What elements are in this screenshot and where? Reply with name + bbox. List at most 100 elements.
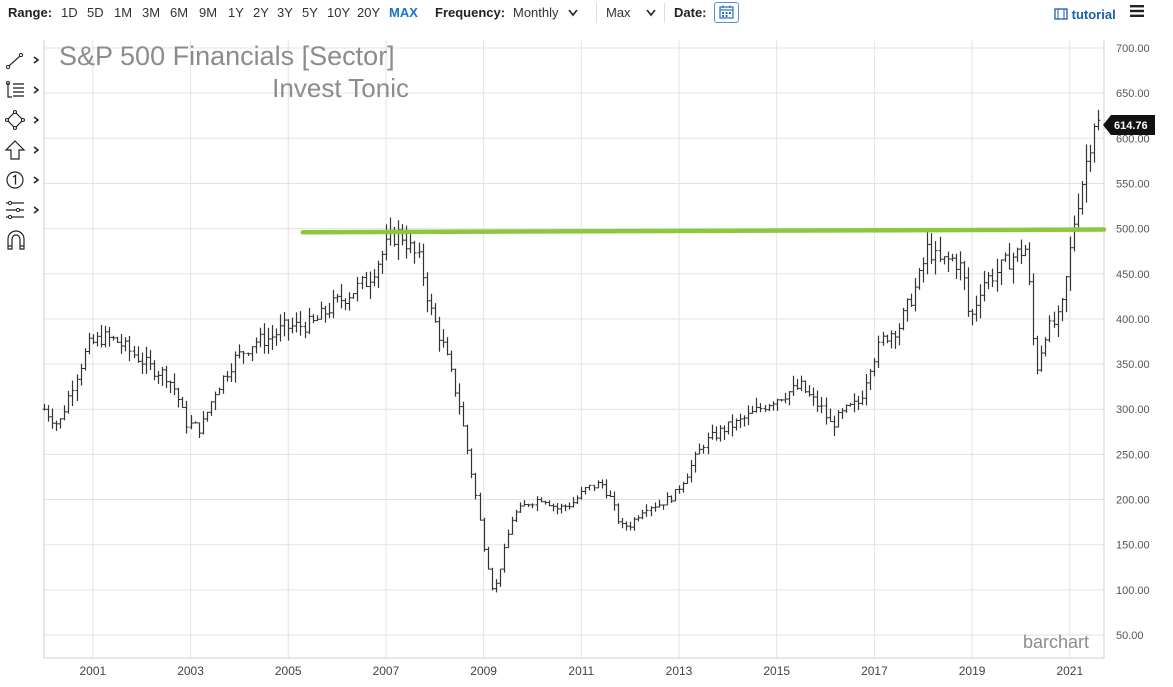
arrow-up-icon [4,140,40,160]
ohlc-bar [172,373,177,396]
ohlc-bar [266,327,271,354]
x-tick-label: 2003 [177,664,204,678]
range-5y-button[interactable]: 5Y [302,5,318,20]
ohlc-bar [83,348,88,371]
ohlc-bar [469,448,474,479]
ohlc-bar [433,303,438,323]
ohlc-bar [478,492,483,521]
ohlc-bar [510,516,515,535]
ohlc-bar [372,269,377,287]
ohlc-bar [661,504,666,510]
ohlc-bar [763,404,768,413]
range-6m-button[interactable]: 6M [170,5,189,20]
ohlc-bar [942,256,947,265]
tutorial-link[interactable]: tutorial [1054,7,1116,22]
ohlc-bar [701,444,706,454]
y-tick-label: 250.00 [1116,449,1150,461]
ohlc-bar [836,410,841,428]
price-bars [42,109,1101,593]
ohlc-bar [298,311,303,336]
ohlc-bar [246,352,251,356]
ohlc-bar [986,272,991,290]
ohlc-bar [726,421,731,435]
ohlc-bar [343,298,348,311]
ohlc-bar [355,276,360,302]
watermark: barchart [1023,632,1089,652]
range-5d-button[interactable]: 5D [87,5,104,20]
ohlc-bar [205,411,210,422]
range-1m-button[interactable]: 1M [114,5,133,20]
ohlc-bar [351,293,356,299]
range-20y-button[interactable]: 20Y [357,5,381,20]
range-3m-button[interactable]: 3M [142,5,161,20]
last-price-label: 614.76 [1114,120,1148,132]
ohlc-bar [649,506,654,517]
ohlc-bar [958,251,963,281]
ohlc-bar [559,503,564,514]
ohlc-bar [807,385,812,397]
period-select[interactable]: Max [606,5,656,20]
range-9m-button[interactable]: 9M [199,5,218,20]
ohlc-bar [783,392,788,404]
ohlc-bar [551,503,556,512]
channel-tool-button[interactable] [2,198,42,222]
fibonacci-tool-button[interactable] [2,78,42,102]
shape-tool-button[interactable] [2,108,42,132]
ohlc-bar [612,491,617,511]
ohlc-bar [66,390,71,414]
range-1d-button[interactable]: 1D [61,5,78,20]
range-3y-button[interactable]: 3Y [277,5,293,20]
ohlc-bar [119,334,124,354]
ohlc-bar [982,270,987,302]
range-2y-button[interactable]: 2Y [253,5,269,20]
ohlc-bar [270,325,275,350]
ohlc-bar [734,418,739,431]
frequency-value: Monthly [513,5,559,20]
ohlc-bar [583,486,588,495]
ohlc-bar [526,503,531,507]
ohlc-bar [449,350,454,373]
ohlc-bar [258,327,263,348]
marker-tool-button[interactable] [2,168,42,192]
frequency-select[interactable]: Monthly [513,5,578,20]
ohlc-bar [881,331,886,346]
ohlc-bar [58,418,63,429]
ohlc-bar [1047,315,1052,343]
ohlc-bar [535,496,540,512]
ohlc-bar [893,330,898,349]
range-max-button[interactable]: MAX [389,5,418,20]
ohlc-bar [567,502,572,510]
magnet-tool-button[interactable] [2,228,42,252]
y-tick-label: 350.00 [1116,359,1150,371]
ohlc-bar [624,521,629,531]
line-tool-button[interactable] [2,48,42,72]
ohlc-bar [180,396,185,408]
date-picker-button[interactable] [714,2,739,23]
ohlc-bar [995,258,1000,292]
ohlc-bar [376,260,381,289]
ohlc-bar [197,422,202,439]
ohlc-bar [168,380,173,394]
ohlc-bar [148,350,153,371]
trendline[interactable] [300,227,1107,235]
ohlc-bar [596,480,601,489]
y-tick-label: 500.00 [1116,224,1150,236]
ohlc-bar [848,403,853,407]
ohlc-bar [832,415,837,437]
menu-button[interactable] [1129,4,1145,21]
arrow-tool-button[interactable] [2,138,42,162]
ohlc-bar [412,240,417,264]
ohlc-bar [514,509,519,523]
ohlc-bar [127,335,132,362]
ohlc-bar [644,504,649,517]
ohlc-bar [844,404,849,413]
ohlc-bar [156,370,161,384]
range-1y-button[interactable]: 1Y [228,5,244,20]
ohlc-bar [697,443,702,455]
ohlc-bar [250,346,255,362]
ohlc-bar [901,307,906,331]
range-10y-button[interactable]: 10Y [327,5,351,20]
toolbar: Range: 1D 5D 1M 3M 6M 9M 1Y 2Y 3Y 5Y 10Y 20Y MAX Fre… [0,0,1173,27]
last-price-badge: 614.76 [1103,114,1155,135]
